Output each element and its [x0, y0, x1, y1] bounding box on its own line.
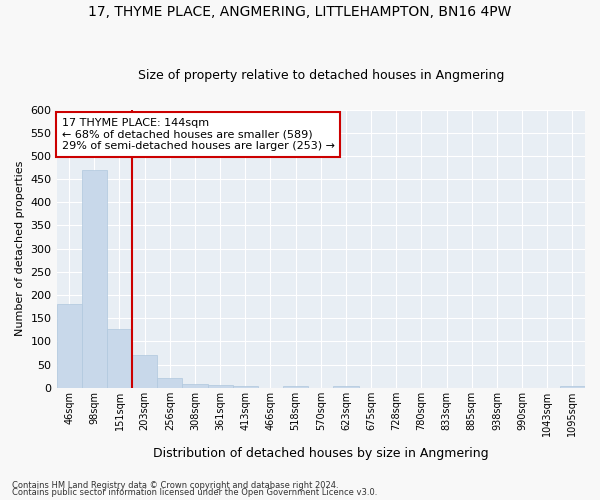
Bar [182, 384, 208, 388]
Bar [56, 304, 82, 388]
Bar [82, 170, 107, 388]
Y-axis label: Number of detached properties: Number of detached properties [15, 161, 25, 336]
Bar [283, 386, 308, 388]
Text: 17, THYME PLACE, ANGMERING, LITTLEHAMPTON, BN16 4PW: 17, THYME PLACE, ANGMERING, LITTLEHAMPTO… [88, 5, 512, 19]
Title: Size of property relative to detached houses in Angmering: Size of property relative to detached ho… [137, 69, 504, 82]
Bar [208, 386, 233, 388]
Text: Contains HM Land Registry data © Crown copyright and database right 2024.: Contains HM Land Registry data © Crown c… [12, 480, 338, 490]
Bar [157, 378, 182, 388]
Bar [107, 329, 132, 388]
Bar [334, 386, 359, 388]
Text: 17 THYME PLACE: 144sqm
← 68% of detached houses are smaller (589)
29% of semi-de: 17 THYME PLACE: 144sqm ← 68% of detached… [62, 118, 335, 151]
Bar [560, 386, 585, 388]
Text: Contains public sector information licensed under the Open Government Licence v3: Contains public sector information licen… [12, 488, 377, 497]
Bar [233, 386, 258, 388]
Bar [132, 356, 157, 388]
X-axis label: Distribution of detached houses by size in Angmering: Distribution of detached houses by size … [153, 447, 488, 460]
